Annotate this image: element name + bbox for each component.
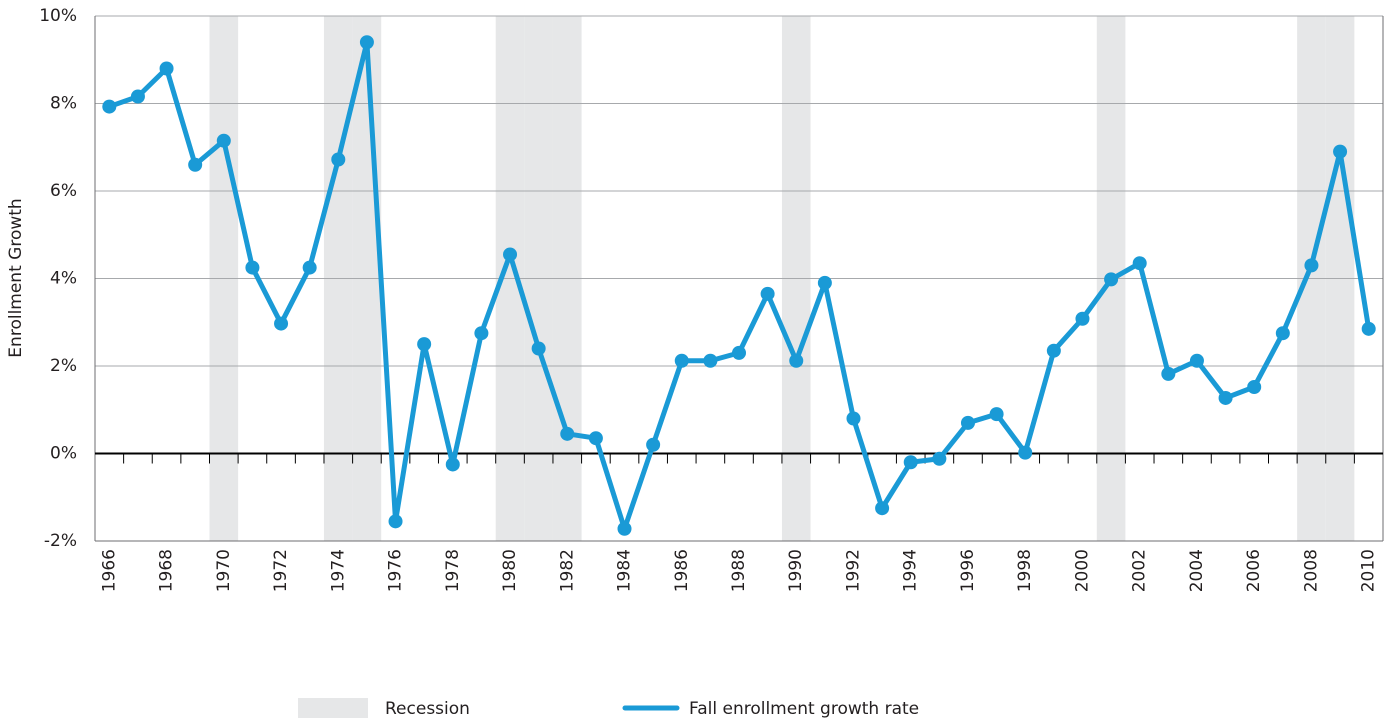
x-tick-label: 2004 <box>1187 549 1207 592</box>
y-tick-label: 4% <box>50 269 77 289</box>
y-tick-label: -2% <box>44 531 77 551</box>
x-tick-label: 1976 <box>386 549 406 592</box>
data-point <box>760 286 775 301</box>
data-point <box>1304 258 1319 273</box>
x-tick-label: 2006 <box>1244 549 1264 592</box>
data-point <box>703 353 718 368</box>
data-point <box>1046 343 1061 358</box>
data-point <box>245 260 260 275</box>
data-point <box>1075 311 1090 326</box>
y-axis-label: Enrollment Growth <box>6 198 26 357</box>
data-point <box>503 247 518 262</box>
data-point <box>989 407 1004 422</box>
data-point <box>617 521 632 536</box>
data-point <box>274 316 289 331</box>
x-tick-label: 1966 <box>99 549 119 592</box>
data-point <box>102 99 117 114</box>
data-point <box>216 133 231 148</box>
y-tick-label: 10% <box>39 6 77 26</box>
x-tick-label: 2008 <box>1301 549 1321 592</box>
data-point <box>1104 272 1119 287</box>
legend-label: Fall enrollment growth rate <box>689 699 919 719</box>
y-tick-label: 0% <box>50 444 77 464</box>
data-point <box>159 61 174 76</box>
legend-label: Recession <box>385 699 470 719</box>
y-tick-label: 2% <box>50 356 77 376</box>
data-point <box>445 457 460 472</box>
data-point <box>1161 366 1176 381</box>
x-tick-label: 1982 <box>557 549 577 592</box>
data-point <box>1361 321 1376 336</box>
data-point <box>560 426 575 441</box>
data-point <box>1218 390 1233 405</box>
data-point <box>331 152 346 167</box>
x-tick-label: 1974 <box>328 549 348 592</box>
y-tick-label: 6% <box>50 181 77 201</box>
data-point <box>1247 380 1262 394</box>
data-point <box>1132 256 1147 271</box>
data-point <box>875 501 890 516</box>
data-point <box>1018 445 1033 460</box>
y-tick-label: 8% <box>50 94 77 114</box>
data-point <box>817 275 832 290</box>
x-tick-label: 1992 <box>843 549 863 592</box>
x-tick-label: 1968 <box>157 549 177 592</box>
data-point <box>417 337 432 352</box>
x-tick-label: 1972 <box>271 549 291 592</box>
data-point <box>674 353 689 368</box>
data-point <box>960 415 975 430</box>
x-tick-label: 1978 <box>443 549 463 592</box>
legend-swatch <box>298 698 368 718</box>
x-tick-label: 1994 <box>901 549 921 592</box>
data-point <box>474 326 489 341</box>
x-tick-label: 1990 <box>786 549 806 592</box>
data-point <box>302 260 317 275</box>
data-point <box>903 455 918 470</box>
data-point <box>732 345 746 360</box>
x-tick-label: 1984 <box>615 549 635 592</box>
data-point <box>789 353 804 368</box>
series-line <box>108 39 1372 532</box>
data-point <box>646 437 661 452</box>
x-tick-label: 1988 <box>729 549 749 592</box>
data-point <box>359 35 374 50</box>
x-tick-label: 1980 <box>500 549 520 592</box>
data-point <box>1189 353 1204 368</box>
data-point <box>188 157 203 172</box>
data-point <box>1275 326 1290 341</box>
x-tick-label: 2010 <box>1359 549 1379 592</box>
data-point <box>388 514 403 529</box>
data-point <box>932 451 947 466</box>
x-tick-label: 2000 <box>1072 549 1092 592</box>
x-tick-label: 1998 <box>1015 549 1035 592</box>
data-point <box>588 431 603 446</box>
data-point <box>130 89 145 104</box>
data-point <box>1333 144 1348 159</box>
x-tick-label: 2002 <box>1130 549 1150 592</box>
data-point <box>846 411 861 426</box>
x-tick-label: 1996 <box>958 549 978 592</box>
x-tick-label: 1970 <box>214 549 234 592</box>
data-point <box>531 341 546 356</box>
x-tick-label: 1986 <box>672 549 692 592</box>
